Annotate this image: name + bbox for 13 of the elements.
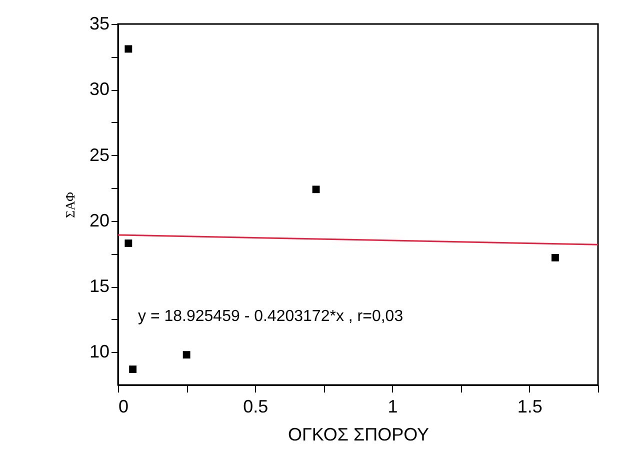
annotation: y = 18.925459 - 0.4203172*x , r=0,03 [138,308,404,325]
x-tick-label: 0 [118,396,129,416]
x-tick-label: 1 [388,396,398,416]
x-axis-title: ΟΓΚΟΣ ΣΠΟΡΟΥ [288,424,430,444]
x-tick-label: 1.5 [517,396,542,416]
y-tick-label: 10 [89,342,110,362]
x-tick-label: 0.5 [243,396,268,416]
y-tick-label: 30 [89,79,110,100]
y-tick-label: 15 [89,276,110,296]
y-tick-label: 25 [89,144,110,165]
y-tick-label: 20 [89,210,110,230]
y-tick-label: 35 [89,14,110,34]
y-axis-title: ΣΑΦ [62,192,78,218]
